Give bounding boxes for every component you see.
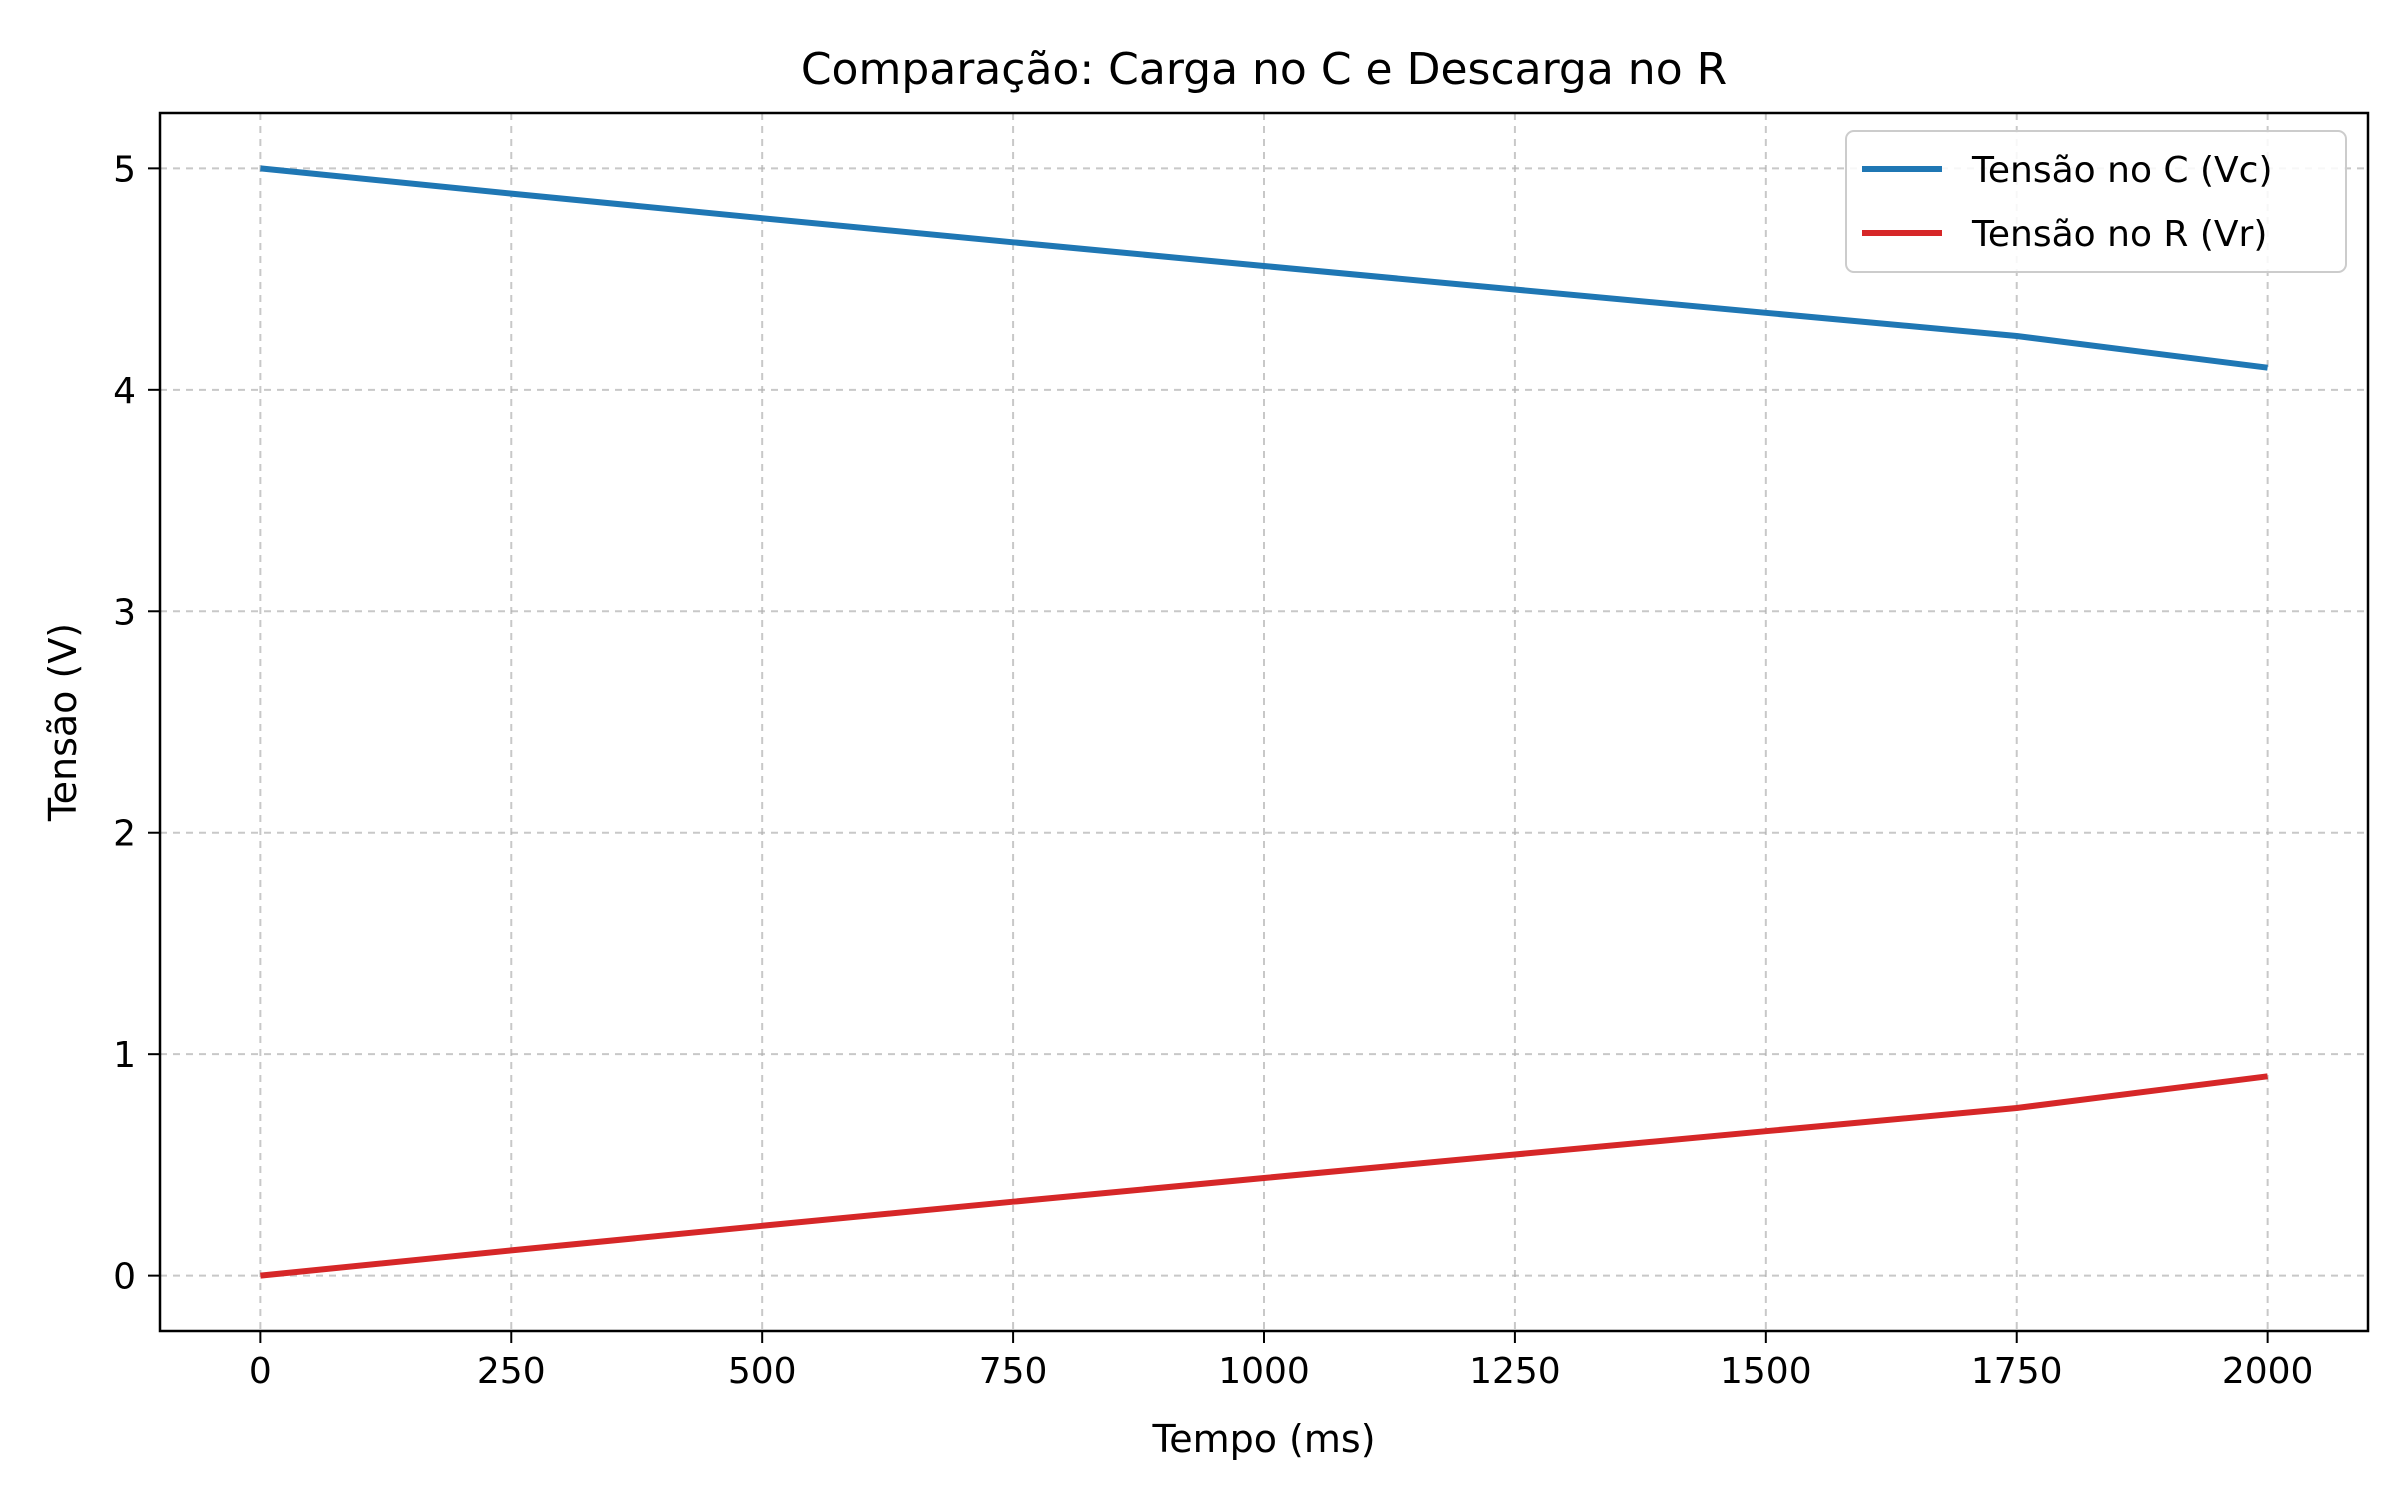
y-tick-label: 2 [113,814,136,855]
series-line-1 [260,1073,2268,1279]
legend-label: Tensão no C (Vc) [1971,150,2273,191]
y-tick-label: 5 [113,149,136,190]
x-tick-label: 750 [979,1351,1048,1392]
y-tick-label: 3 [113,592,136,633]
chart-title: Comparação: Carga no C e Descarga no R [801,44,1727,95]
x-tick-label: 0 [249,1351,272,1392]
y-tick-label: 4 [113,371,136,412]
x-tick-label: 1250 [1469,1351,1561,1392]
series-line-0 [260,165,2268,371]
x-tick-label: 1750 [1971,1351,2063,1392]
x-tick-label: 2000 [2222,1351,2314,1392]
y-axis-label: Tensão (V) [41,623,85,822]
series-lines [260,165,2268,1279]
legend-label: Tensão no R (Vr) [1971,214,2267,255]
x-tick-label: 1500 [1720,1351,1812,1392]
y-tick-label: 1 [113,1035,136,1076]
axis-ticks: 0 250 500 750 1000 1250 1500 1750 2000 0 1 2 3 4 5 [113,149,2313,1392]
x-tick-label: 500 [728,1351,797,1392]
legend-box [1845,130,2347,273]
x-tick-label: 250 [477,1351,546,1392]
y-tick-label: 0 [113,1257,136,1298]
x-tick-label: 1000 [1218,1351,1310,1392]
x-axis-label: Tempo (ms) [1151,1417,1375,1461]
legend: Tensão no C (Vc) Tensão no R (Vr) [1845,130,2347,273]
